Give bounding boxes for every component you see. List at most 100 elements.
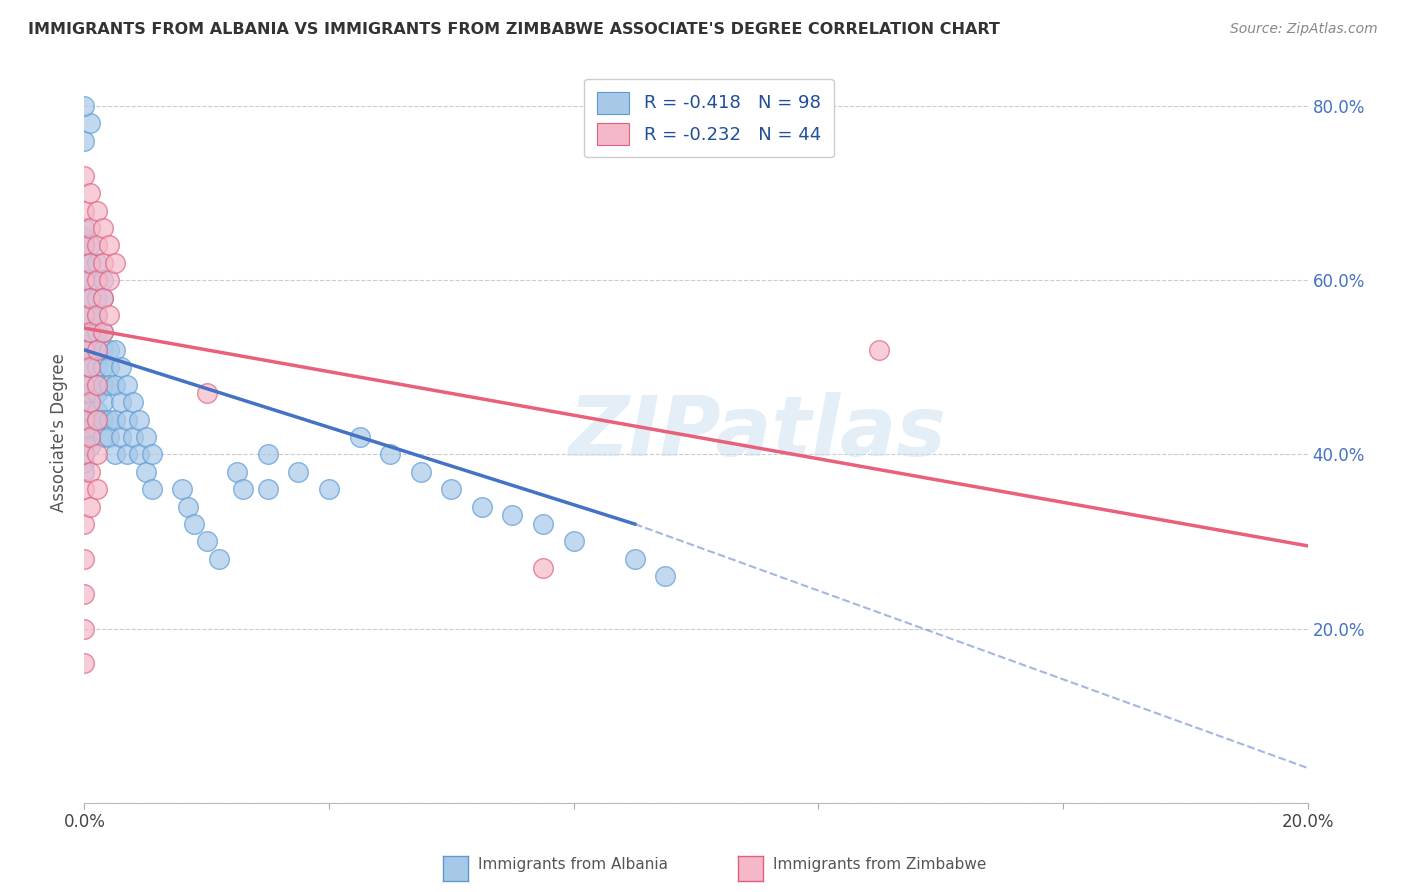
Point [79,256,101,270]
Point [110,430,132,444]
Point [73,99,96,113]
Point [135,430,157,444]
Point [104,412,127,426]
Point [97,273,120,287]
Point [73,447,96,461]
Point [172,482,194,496]
Y-axis label: Associate's Degree: Associate's Degree [51,353,69,512]
Point [73,308,96,322]
Point [86,360,108,375]
Point [624,552,647,566]
Point [97,377,120,392]
Point [135,465,157,479]
Point [440,482,463,496]
Point [104,256,127,270]
Point [110,395,132,409]
Point [91,412,114,426]
Point [91,256,114,270]
Point [115,412,138,426]
Point [86,238,108,252]
Point [86,404,108,418]
Point [73,360,96,375]
Point [91,291,114,305]
Point [79,308,101,322]
Point [471,500,494,514]
Point [115,377,138,392]
Point [502,508,524,523]
Legend: R = -0.418   N = 98, R = -0.232   N = 44: R = -0.418 N = 98, R = -0.232 N = 44 [585,78,834,157]
Point [79,465,101,479]
Point [73,517,96,532]
Point [104,343,127,357]
Point [86,377,108,392]
Point [79,360,101,375]
Point [79,256,101,270]
Point [97,412,120,426]
Point [562,534,585,549]
Point [86,273,108,287]
Point [257,447,280,461]
Point [73,377,96,392]
Point [318,482,340,496]
Point [86,256,108,270]
Point [287,465,309,479]
Point [86,203,108,218]
Point [122,430,145,444]
Point [73,552,96,566]
Point [79,430,101,444]
Point [79,326,101,340]
Point [86,326,108,340]
Point [73,308,96,322]
Point [73,482,96,496]
Point [79,430,101,444]
Point [91,395,114,409]
Point [79,221,101,235]
Point [97,308,120,322]
Point [73,456,96,470]
Point [97,238,120,252]
Point [380,447,402,461]
Point [104,447,127,461]
Point [73,412,96,426]
Point [195,534,218,549]
Point [86,291,108,305]
Point [86,412,108,426]
Point [91,343,114,357]
Point [73,273,96,287]
Point [79,273,101,287]
Point [73,169,96,183]
Point [73,229,96,244]
Point [128,412,150,426]
Point [110,360,132,375]
Point [91,326,114,340]
Point [141,482,163,496]
Point [115,447,138,461]
Point [97,430,120,444]
Point [86,308,108,322]
Point [91,273,114,287]
Point [232,482,254,496]
Point [73,430,96,444]
Point [79,421,101,435]
Point [531,517,554,532]
Point [104,377,127,392]
Point [73,343,96,357]
Point [79,360,101,375]
Point [97,343,120,357]
Text: IMMIGRANTS FROM ALBANIA VS IMMIGRANTS FROM ZIMBABWE ASSOCIATE'S DEGREE CORRELATI: IMMIGRANTS FROM ALBANIA VS IMMIGRANTS FR… [28,22,1000,37]
Point [79,326,101,340]
Text: ZIPatlas: ZIPatlas [568,392,946,473]
Point [86,482,108,496]
Point [409,465,432,479]
Point [73,386,96,401]
Point [128,447,150,461]
Point [79,343,101,357]
Point [226,465,249,479]
Point [73,238,96,252]
Point [73,256,96,270]
Point [79,377,101,392]
Point [73,221,96,235]
Text: Immigrants from Zimbabwe: Immigrants from Zimbabwe [773,857,987,871]
Point [86,447,108,461]
Point [141,447,163,461]
